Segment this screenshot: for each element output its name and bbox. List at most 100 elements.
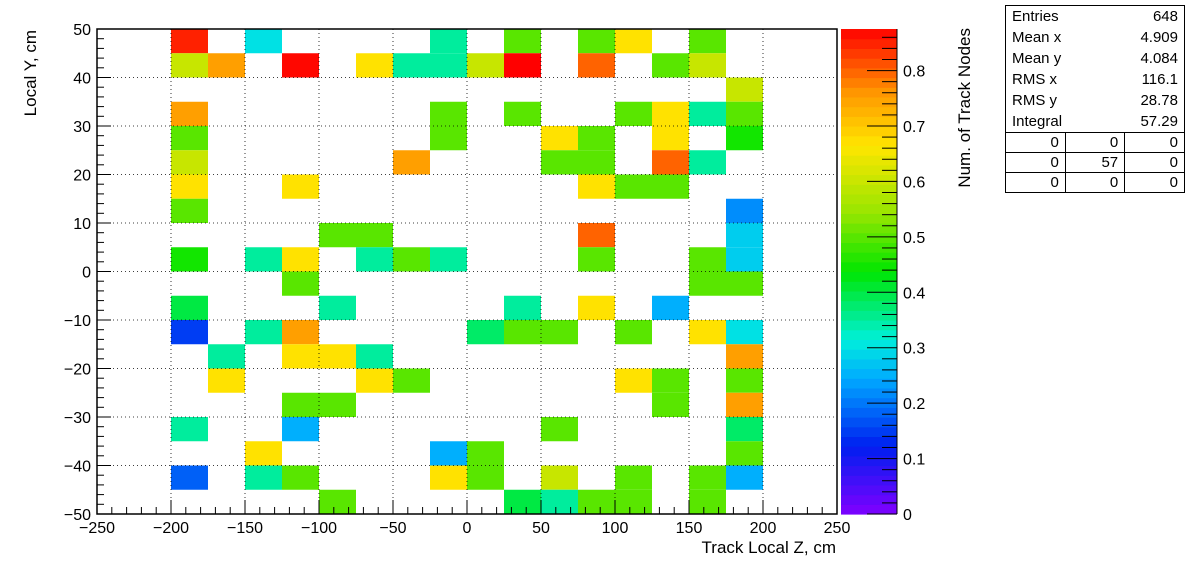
- heatmap-cell: [578, 126, 615, 151]
- stat-row: Mean x 4.909: [1006, 27, 1184, 48]
- z-tick-label: 0.4: [903, 285, 925, 302]
- stats-table: Entries 648 Mean x 4.909 Mean y 4.084 RMS x…: [1006, 6, 1184, 132]
- heatmap-cell: [171, 53, 208, 78]
- heatmap-cell: [652, 126, 689, 151]
- palette-swatch: [841, 58, 897, 69]
- overflow-cell: 0: [1006, 172, 1066, 192]
- heatmap-cell: [578, 247, 615, 272]
- z-tick-label: 0.7: [903, 119, 925, 136]
- heatmap-cell: [578, 489, 615, 514]
- heatmap-cell: [319, 392, 356, 417]
- heatmap-cell: [430, 101, 467, 126]
- z-tick-label: 0.8: [903, 64, 925, 81]
- palette-swatch: [841, 358, 897, 370]
- grid-lines: [97, 29, 837, 514]
- heatmap-cell: [245, 29, 282, 54]
- heatmap-cell: [541, 465, 578, 490]
- heatmap-cell: [356, 344, 393, 369]
- palette-swatch: [841, 135, 897, 146]
- heatmap-cell: [689, 247, 726, 272]
- palette-swatch: [841, 203, 897, 214]
- heatmap-cell: [578, 53, 615, 78]
- y-tick-label: 50: [73, 22, 91, 39]
- heatmap-cell: [615, 489, 652, 514]
- stat-value: 4.909: [1140, 29, 1178, 46]
- palette-swatch: [841, 116, 897, 127]
- heatmap-cell: [467, 441, 504, 466]
- heatmap-cell: [541, 126, 578, 151]
- palette-swatch: [841, 494, 897, 505]
- stat-value: 4.084: [1140, 50, 1178, 67]
- heatmap-cell: [356, 368, 393, 393]
- palette-swatch: [841, 213, 897, 224]
- heatmap-cell: [356, 223, 393, 248]
- heatmap-cell: [726, 126, 763, 151]
- z-tick-label: 0: [903, 507, 912, 524]
- palette-swatch: [841, 193, 897, 205]
- heatmap-cell: [578, 295, 615, 320]
- palette-swatch: [841, 77, 897, 88]
- heatmap-cell: [615, 29, 652, 54]
- heatmap-cells: [171, 29, 763, 514]
- heatmap-cell: [282, 344, 319, 369]
- heatmap-cell: [726, 271, 763, 296]
- stat-label: RMS x: [1012, 71, 1057, 88]
- heatmap-cell: [541, 489, 578, 514]
- palette-swatch: [841, 300, 897, 311]
- overflow-cell: 0: [1006, 132, 1066, 153]
- heatmap-cell: [208, 344, 245, 369]
- x-tick-label: −50: [379, 520, 406, 537]
- heatmap-cell: [541, 417, 578, 442]
- x-tick-label: −250: [79, 520, 115, 537]
- heatmap-cell: [245, 465, 282, 490]
- overflow-cell: 57: [1064, 152, 1126, 173]
- stat-label: Mean y: [1012, 50, 1062, 67]
- stat-value: 28.78: [1140, 92, 1178, 109]
- stat-row: Entries 648: [1006, 6, 1184, 27]
- palette-swatch: [841, 106, 897, 117]
- palette-swatch: [841, 96, 897, 108]
- heatmap-cell: [245, 441, 282, 466]
- stats-box: Entries 648 Mean x 4.909 Mean y 4.084 RMS x…: [1005, 5, 1185, 193]
- heatmap-cell: [208, 368, 245, 393]
- heatmap-cell: [504, 489, 541, 514]
- heatmap-cell: [504, 320, 541, 345]
- heatmap-cell: [726, 392, 763, 417]
- heatmap-cell: [171, 101, 208, 126]
- heatmap-cell: [319, 344, 356, 369]
- y-tick-label: −40: [64, 459, 91, 476]
- palette-swatch: [841, 504, 897, 515]
- x-tick-label: −100: [301, 520, 337, 537]
- heatmap-cell: [504, 53, 541, 78]
- heatmap-cell: [578, 29, 615, 54]
- palette-swatch: [841, 145, 897, 156]
- heatmap-cell: [393, 247, 430, 272]
- palette-swatch: [841, 446, 897, 457]
- palette-swatch: [841, 417, 897, 428]
- x-tick-label: −200: [153, 520, 189, 537]
- stat-row: Mean y 4.084: [1006, 48, 1184, 69]
- heatmap-cell: [652, 150, 689, 175]
- heatmap-cell: [430, 126, 467, 151]
- heatmap-cell: [652, 392, 689, 417]
- heatmap-cell: [726, 465, 763, 490]
- heatmap-cell: [430, 247, 467, 272]
- y-axis-label: Local Y, cm: [21, 30, 40, 116]
- heatmap-cell: [430, 53, 467, 78]
- palette-swatch: [841, 126, 897, 137]
- heatmap-cell: [171, 320, 208, 345]
- palette-swatch: [841, 164, 897, 176]
- heatmap-cell: [171, 295, 208, 320]
- stat-value: 57.29: [1140, 113, 1178, 130]
- heatmap-cell: [578, 174, 615, 199]
- heatmap-cell: [541, 150, 578, 175]
- heatmap-cell: [467, 53, 504, 78]
- heatmap-cell: [319, 223, 356, 248]
- stat-row: RMS y 28.78: [1006, 90, 1184, 111]
- heatmap-cell: [504, 295, 541, 320]
- stat-label: Integral: [1012, 113, 1063, 130]
- heatmap-cell: [652, 174, 689, 199]
